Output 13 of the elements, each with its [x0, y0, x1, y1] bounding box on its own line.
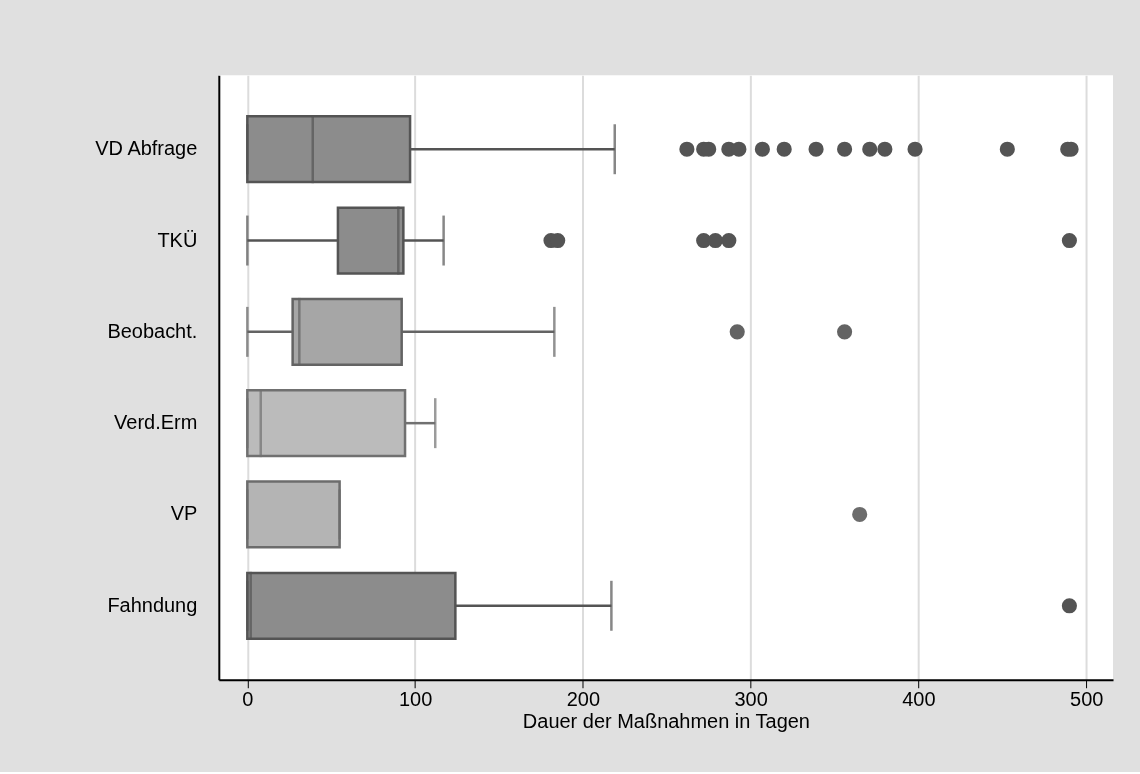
- x-tick-label: 300: [734, 688, 768, 711]
- y-tick-label: Fahndung: [107, 593, 198, 616]
- x-axis-title: Dauer der Maßnahmen in Tagen: [522, 710, 810, 733]
- x-tick-label: 200: [566, 688, 601, 711]
- x-tick-label: 100: [398, 688, 433, 711]
- x-tick-label: 0: [242, 688, 254, 711]
- y-tick-label: Beobacht.: [107, 319, 198, 342]
- x-tick-label: 400: [902, 688, 936, 711]
- y-tick-label: TKÜ: [157, 228, 198, 251]
- y-tick-label: Verd.Erm: [114, 411, 198, 434]
- y-tick-label: VD Abfrage: [95, 137, 198, 160]
- x-tick-label: 500: [1070, 688, 1104, 711]
- y-tick-label: VP: [170, 502, 198, 525]
